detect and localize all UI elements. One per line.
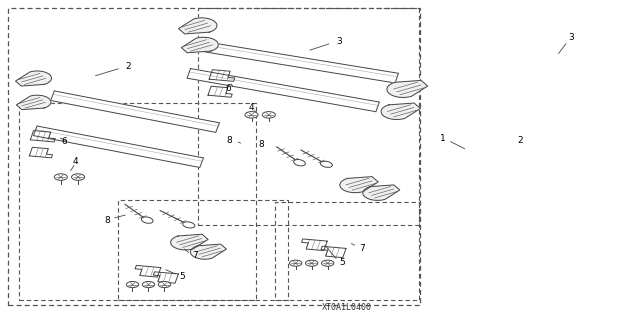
Polygon shape	[340, 177, 378, 193]
Text: 6: 6	[226, 84, 231, 93]
Bar	[198, 8, 419, 225]
Ellipse shape	[321, 161, 332, 167]
Text: 8: 8	[105, 216, 110, 225]
Polygon shape	[187, 69, 380, 112]
Circle shape	[321, 260, 334, 266]
Bar	[118, 200, 288, 300]
Bar	[19, 103, 256, 300]
Polygon shape	[33, 126, 204, 167]
Circle shape	[142, 281, 155, 288]
Polygon shape	[51, 91, 220, 132]
Text: 3: 3	[569, 33, 574, 42]
Polygon shape	[191, 40, 398, 83]
Text: 4: 4	[73, 157, 78, 166]
Circle shape	[158, 281, 171, 288]
Circle shape	[245, 112, 258, 118]
Circle shape	[54, 174, 67, 180]
Polygon shape	[15, 71, 51, 86]
Polygon shape	[171, 234, 208, 250]
Circle shape	[289, 260, 302, 266]
Text: 7: 7	[359, 244, 364, 253]
Polygon shape	[191, 244, 227, 259]
Text: 4: 4	[249, 103, 254, 112]
Circle shape	[305, 260, 318, 266]
Text: 8: 8	[259, 140, 264, 149]
Ellipse shape	[182, 222, 195, 228]
Bar	[275, 202, 419, 300]
Text: XT0A1L0400: XT0A1L0400	[322, 303, 372, 312]
Circle shape	[72, 174, 84, 180]
Text: 5: 5	[180, 272, 185, 281]
Polygon shape	[17, 95, 51, 110]
Polygon shape	[387, 80, 428, 97]
Polygon shape	[179, 18, 217, 34]
Text: 8: 8	[227, 136, 232, 145]
Text: 1: 1	[440, 134, 445, 143]
Text: 3: 3	[337, 37, 342, 46]
Text: 2: 2	[517, 137, 522, 145]
Ellipse shape	[294, 160, 305, 166]
Circle shape	[126, 281, 139, 288]
Circle shape	[262, 112, 275, 118]
Text: 7: 7	[193, 251, 198, 260]
Polygon shape	[181, 37, 218, 53]
Polygon shape	[381, 103, 420, 120]
Text: 6: 6	[61, 137, 67, 146]
Text: 2: 2	[125, 62, 131, 70]
Polygon shape	[363, 185, 400, 200]
Text: 5: 5	[340, 258, 345, 267]
Ellipse shape	[141, 217, 153, 223]
Bar	[8, 8, 420, 305]
